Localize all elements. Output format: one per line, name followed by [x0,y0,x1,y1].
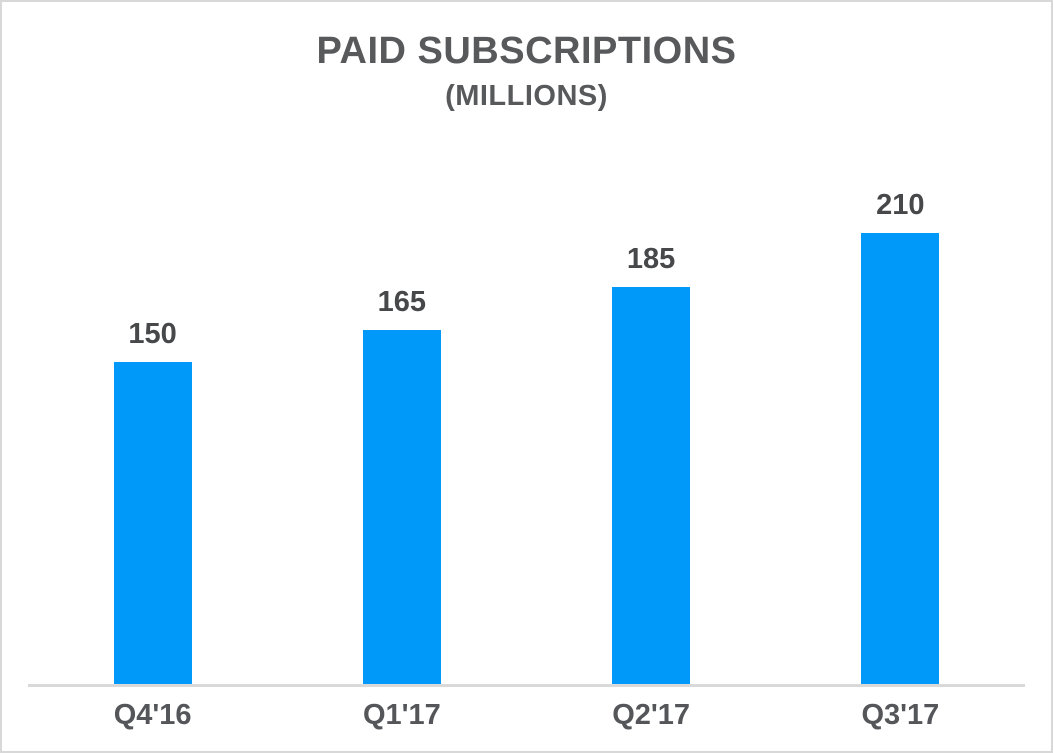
bar-value-label: 210 [876,189,925,221]
bar [362,330,441,684]
bar [612,287,691,684]
x-axis-labels: Q4'16 Q1'17 Q2'17 Q3'17 [28,699,1025,732]
bar-column: 165 [277,288,526,684]
x-axis-label: Q2'17 [612,699,691,732]
chart-subtitle: (MILLIONS) [445,80,608,112]
bar [861,233,940,684]
bar-value-label: 185 [626,243,676,275]
x-axis-label: Q4'16 [113,699,192,732]
bar-value-label: 165 [377,286,427,318]
bar-value-label: 150 [128,318,177,350]
bars-container: 150 165 185 210 [28,191,1025,684]
x-axis-label: Q1'17 [362,699,441,732]
x-axis-label: Q3'17 [861,699,940,732]
bar-column: 185 [527,245,776,684]
bar-column: 210 [776,191,1025,684]
plot-area: 150 165 185 210 Q4'16 Q1'17 Q2'17 Q3'17 [28,2,1025,751]
bar-column: 150 [28,320,277,684]
x-axis-line [28,684,1025,687]
chart-title: PAID SUBSCRIPTIONS [316,30,737,72]
bar [113,362,192,684]
